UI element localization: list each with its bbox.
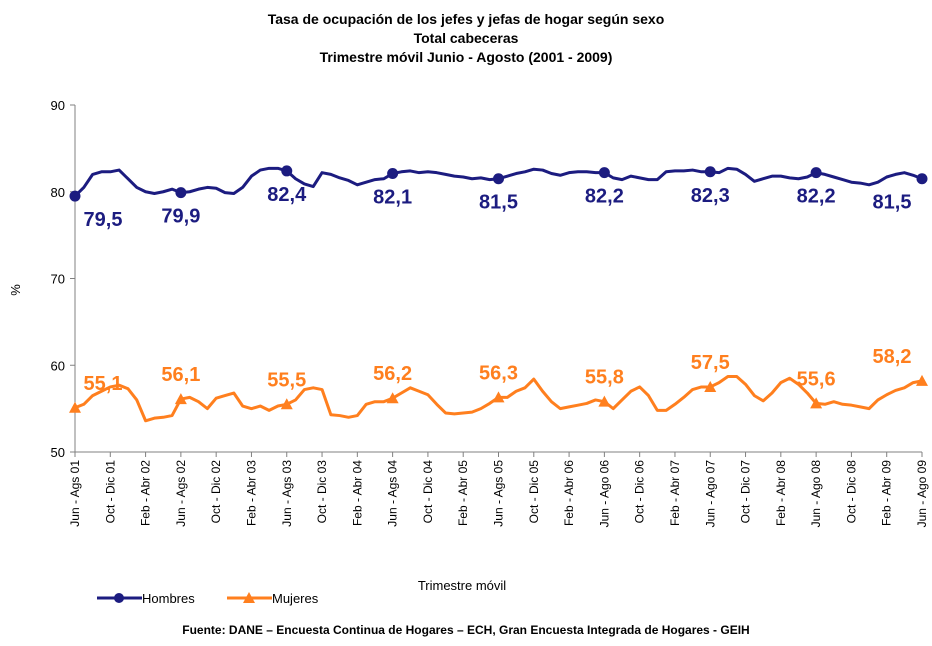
y-tick-label: 70 bbox=[51, 272, 65, 287]
data-label: 58,2 bbox=[873, 346, 912, 368]
y-tick-label: 90 bbox=[51, 98, 65, 113]
x-tick-label: Oct - Dic 05 bbox=[527, 460, 541, 524]
data-label: 79,9 bbox=[161, 206, 200, 228]
legend-label: Mujeres bbox=[272, 591, 319, 606]
legend-marker bbox=[114, 593, 124, 603]
data-label: 79,5 bbox=[84, 209, 123, 231]
point-marker bbox=[280, 398, 293, 410]
data-label: 81,5 bbox=[873, 192, 912, 214]
y-tick-label: 60 bbox=[51, 358, 65, 373]
x-tick-label: Oct - Dic 03 bbox=[315, 460, 329, 524]
x-axis-title: Trimestre móvil bbox=[418, 578, 506, 593]
x-tick-label: Jun - Ago 07 bbox=[703, 460, 717, 528]
chart-subtitle: Total cabeceras bbox=[414, 30, 519, 46]
x-tick-label: Jun - Ago 09 bbox=[915, 460, 929, 528]
data-label: 56,3 bbox=[479, 362, 518, 384]
x-tick-label: Jun - Ags 01 bbox=[68, 460, 82, 527]
legend-marker bbox=[243, 592, 255, 603]
x-tick-label: Jun - Ags 03 bbox=[280, 460, 294, 527]
data-label: 55,5 bbox=[267, 369, 306, 391]
source-note: Fuente: DANE – Encuesta Continua de Hoga… bbox=[182, 623, 749, 637]
x-tick-label: Oct - Dic 02 bbox=[209, 460, 223, 524]
chart-title: Tasa de ocupación de los jefes y jefas d… bbox=[268, 11, 665, 27]
legend-label: Hombres bbox=[142, 591, 195, 606]
point-marker bbox=[598, 395, 611, 407]
x-tick-label: Feb - Abr 03 bbox=[244, 460, 258, 526]
point-marker bbox=[492, 391, 505, 403]
x-tick-label: Oct - Dic 06 bbox=[633, 460, 647, 524]
data-label: 82,2 bbox=[797, 186, 836, 208]
point-marker bbox=[69, 401, 81, 413]
data-label: 55,1 bbox=[84, 373, 123, 395]
point-marker bbox=[916, 374, 928, 386]
point-marker bbox=[175, 187, 187, 199]
x-tick-label: Feb - Abr 09 bbox=[880, 460, 894, 526]
data-label: 56,2 bbox=[373, 363, 412, 385]
chart-subtitle: Trimestre móvil Junio - Agosto (2001 - 2… bbox=[320, 49, 613, 65]
x-tick-label: Jun - Ags 05 bbox=[492, 460, 506, 527]
data-label: 82,4 bbox=[267, 184, 307, 206]
x-tick-label: Jun - Ago 08 bbox=[809, 460, 823, 528]
x-tick-label: Oct - Dic 04 bbox=[421, 460, 435, 524]
data-label: 81,5 bbox=[479, 192, 518, 214]
data-label: 57,5 bbox=[691, 352, 730, 374]
x-tick-label: Feb - Abr 02 bbox=[139, 460, 153, 526]
point-marker bbox=[810, 167, 822, 179]
data-label: 82,2 bbox=[585, 186, 624, 208]
x-tick-label: Feb - Abr 07 bbox=[668, 460, 682, 526]
point-marker bbox=[916, 173, 928, 185]
point-marker bbox=[174, 393, 187, 405]
data-label: 56,1 bbox=[161, 364, 200, 386]
y-axis-title: % bbox=[8, 284, 23, 296]
x-tick-label: Jun - Ago 06 bbox=[597, 460, 611, 528]
data-label: 55,6 bbox=[797, 368, 836, 390]
x-tick-label: Feb - Abr 04 bbox=[350, 460, 364, 526]
point-marker bbox=[281, 165, 293, 177]
x-tick-label: Oct - Dic 08 bbox=[844, 460, 858, 524]
x-tick-label: Feb - Abr 06 bbox=[562, 460, 576, 526]
x-tick-label: Jun - Ags 04 bbox=[386, 460, 400, 527]
point-marker bbox=[69, 190, 81, 202]
point-marker bbox=[387, 168, 399, 180]
x-tick-label: Oct - Dic 01 bbox=[103, 460, 117, 524]
point-marker bbox=[598, 167, 610, 179]
x-tick-label: Feb - Abr 05 bbox=[456, 460, 470, 526]
data-label: 55,8 bbox=[585, 367, 624, 389]
point-marker bbox=[493, 173, 504, 185]
point-marker bbox=[704, 380, 717, 392]
y-tick-label: 50 bbox=[51, 445, 65, 460]
data-label: 82,1 bbox=[373, 187, 412, 209]
x-tick-label: Jun - Ags 02 bbox=[174, 460, 188, 527]
x-tick-label: Oct - Dic 07 bbox=[739, 460, 753, 524]
point-marker bbox=[386, 392, 399, 404]
x-tick-label: Feb - Abr 08 bbox=[774, 460, 788, 526]
data-label: 82,3 bbox=[691, 185, 730, 207]
y-tick-label: 80 bbox=[51, 185, 65, 200]
point-marker bbox=[810, 397, 823, 409]
point-marker bbox=[704, 166, 716, 178]
